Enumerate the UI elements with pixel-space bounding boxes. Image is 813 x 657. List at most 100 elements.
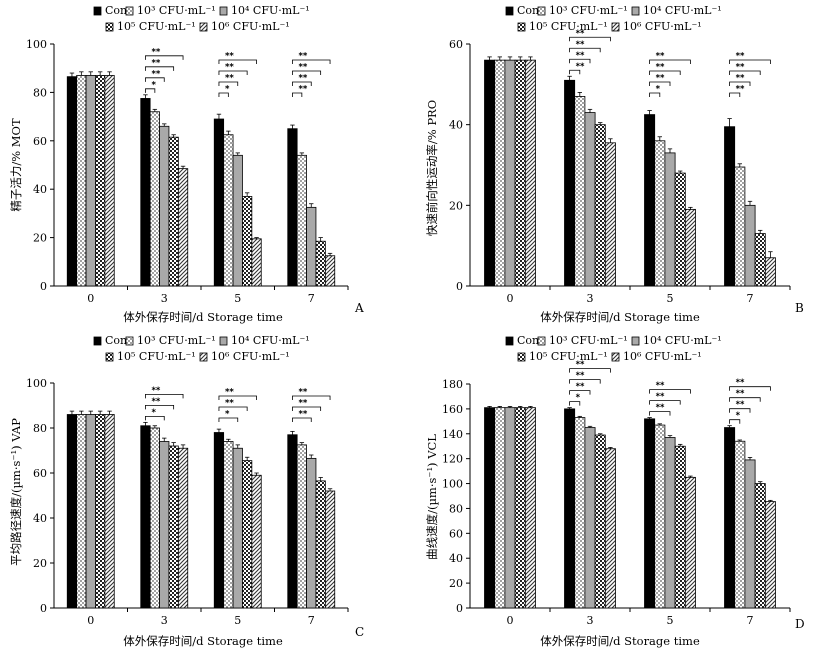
y-tick-label: 100 xyxy=(26,377,47,390)
significance-label: ** xyxy=(225,63,234,73)
x-tick-label: 7 xyxy=(747,614,754,627)
bar-con-day0 xyxy=(484,407,496,609)
bar-1e5-day5 xyxy=(242,460,253,609)
significance-label: ** xyxy=(225,52,234,62)
significance-label: ** xyxy=(576,62,585,72)
bar-con-day3 xyxy=(140,425,151,609)
legend-d: Con 10³ CFU·mL⁻¹ 10⁴ CFU·mL⁻¹ 10⁵ CFU·mL⁻¹ 1… xyxy=(505,334,722,363)
legend-swatch-con xyxy=(93,6,102,16)
y-tick-label: 60 xyxy=(449,38,463,51)
significance-bracket xyxy=(649,400,681,405)
significance-label: * xyxy=(576,393,581,403)
legend-label-con: Con xyxy=(517,4,539,17)
ylabel-a: 精子活力/% MOT xyxy=(9,118,23,212)
bar-1e4-day5 xyxy=(664,152,676,287)
x-tick-label: 5 xyxy=(667,292,674,305)
significance-label: ** xyxy=(298,85,307,95)
y-tick-label: 20 xyxy=(449,199,463,212)
bar-con-day3 xyxy=(564,79,576,287)
bar-1e3-day5 xyxy=(223,134,234,287)
bar-1e6-day0 xyxy=(104,75,115,287)
bar-con-day7 xyxy=(724,427,736,609)
x-tick-label: 5 xyxy=(234,614,241,627)
panel-d: Con 10³ CFU·mL⁻¹ 10⁴ CFU·mL⁻¹ 10⁵ CFU·mL⁻¹ 1… xyxy=(425,334,805,648)
significance-bracket xyxy=(292,395,331,400)
significance-label: * xyxy=(225,410,230,420)
y-tick-label: 0 xyxy=(40,602,47,615)
legend-swatch-con xyxy=(93,336,102,346)
significance-bracket xyxy=(292,406,322,411)
legend-label-1e5: 10⁵ CFU·mL⁻¹ xyxy=(529,350,608,363)
significance-bracket xyxy=(569,379,601,384)
significance-label: ** xyxy=(736,52,745,62)
panel-c: Con 10³ CFU·mL⁻¹ 10⁴ CFU·mL⁻¹ 10⁵ CFU·mL⁻¹ 1… xyxy=(9,334,364,648)
bar-1e5-day5 xyxy=(242,196,253,287)
significance-bracket xyxy=(145,404,175,410)
bar-con-day7 xyxy=(287,128,298,287)
legend-label-1e6: 10⁶ CFU·mL⁻¹ xyxy=(211,20,290,33)
legend-label-1e3: 10³ CFU·mL⁻¹ xyxy=(137,4,216,17)
significance-label: ** xyxy=(736,389,745,399)
significance-bracket xyxy=(145,77,165,82)
significance-bracket xyxy=(649,389,691,394)
xlabel-b: 体外保存时间/d Storage time xyxy=(540,310,700,324)
y-tick-label: 60 xyxy=(33,467,47,480)
bar-1e5-day0 xyxy=(95,414,106,609)
ylabel-c: 平均路径速度/(µm·s⁻¹) VAP xyxy=(9,418,23,566)
bar-1e4-day0 xyxy=(504,59,516,287)
bar-1e5-day0 xyxy=(514,407,526,609)
ylabel-b: 快速前向性运动率/% PRO xyxy=(425,100,439,236)
bar-1e3-day5 xyxy=(654,140,666,287)
significance-label: * xyxy=(151,80,156,90)
significance-bracket xyxy=(292,92,303,97)
bar-1e3-day0 xyxy=(76,75,87,287)
bar-1e3-day7 xyxy=(296,154,307,287)
bar-1e4-day5 xyxy=(232,447,243,609)
bar-1e5-day5 xyxy=(674,445,686,609)
bar-con-day3 xyxy=(140,98,151,287)
y-tick-label: 40 xyxy=(449,552,463,565)
xlabel-a: 体外保存时间/d Storage time xyxy=(123,310,283,324)
significance-bracket xyxy=(292,81,312,86)
legend-label-1e4: 10⁴ CFU·mL⁻¹ xyxy=(231,334,310,347)
significance-label: ** xyxy=(736,74,745,84)
bar-1e6-day7 xyxy=(764,257,776,287)
significance-label: ** xyxy=(736,400,745,410)
bar-1e6-day3 xyxy=(604,448,616,609)
x-tick-label: 3 xyxy=(587,292,594,305)
bar-1e6-day5 xyxy=(251,474,262,609)
legend-swatch-1e5 xyxy=(517,352,526,362)
bar-1e5-day3 xyxy=(168,136,179,287)
significance-bracket xyxy=(145,393,184,399)
y-tick-label: 80 xyxy=(33,422,47,435)
bar-1e3-day3 xyxy=(149,427,160,609)
bar-1e6-day3 xyxy=(177,447,189,609)
y-tick-label: 60 xyxy=(449,527,463,540)
significance-label: ** xyxy=(151,58,160,68)
bar-1e5-day7 xyxy=(754,483,766,609)
bar-1e4-day0 xyxy=(85,75,96,287)
significance-bracket xyxy=(649,59,691,64)
significance-label: ** xyxy=(298,52,307,62)
significance-bracket xyxy=(569,69,581,75)
legend-swatch-1e6 xyxy=(199,22,208,32)
significance-label: ** xyxy=(298,63,307,73)
significance-bracket xyxy=(569,368,611,373)
significance-bracket xyxy=(649,411,671,416)
significance-bracket xyxy=(569,401,581,406)
legend-label-1e6: 10⁶ CFU·mL⁻¹ xyxy=(211,350,290,363)
panel-b: Con 10³ CFU·mL⁻¹ 10⁴ CFU·mL⁻¹ 10⁵ CFU·mL⁻¹ 1… xyxy=(425,4,804,324)
significance-label: ** xyxy=(736,378,745,388)
legend-c: Con 10³ CFU·mL⁻¹ 10⁴ CFU·mL⁻¹ 10⁵ CFU·mL⁻¹ 1… xyxy=(93,334,310,363)
bar-con-day5 xyxy=(213,118,225,287)
bar-1e3-day7 xyxy=(734,440,746,609)
significance-label: ** xyxy=(298,399,307,409)
bar-1e6-day5 xyxy=(684,476,696,609)
significance-label: ** xyxy=(656,403,665,413)
significance-label: ** xyxy=(151,47,160,57)
y-tick-label: 20 xyxy=(33,232,47,245)
legend-b: Con 10³ CFU·mL⁻¹ 10⁴ CFU·mL⁻¹ 10⁵ CFU·mL⁻¹ 1… xyxy=(505,4,722,33)
bar-con-day0 xyxy=(484,59,496,287)
legend-label-1e6: 10⁶ CFU·mL⁻¹ xyxy=(623,350,702,363)
